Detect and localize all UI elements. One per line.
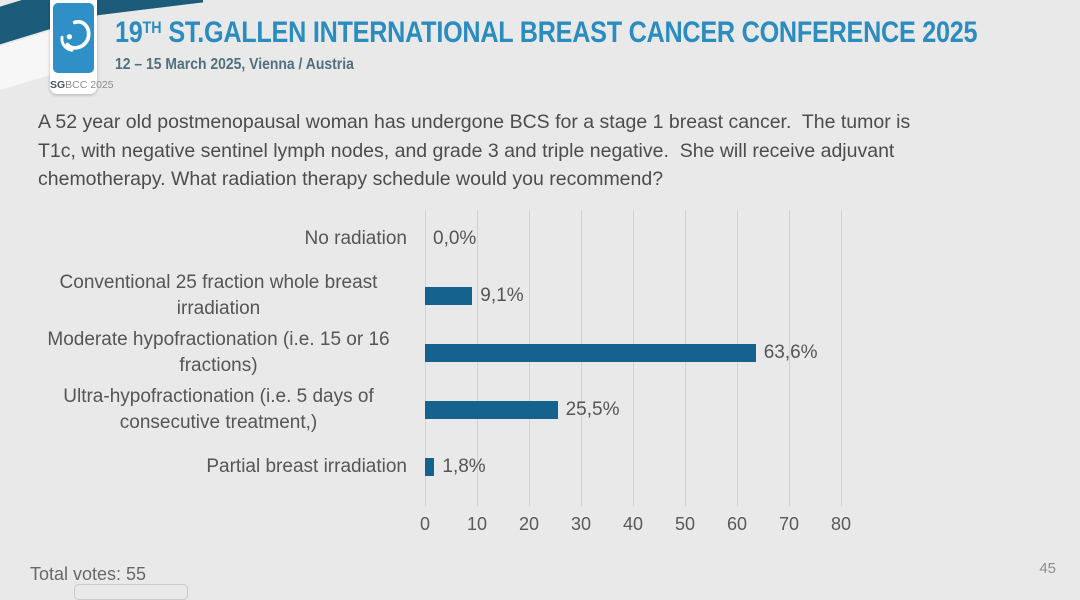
value-label: 63,6% xyxy=(763,341,818,363)
question-line: T1c, with negative sentinel lymph nodes,… xyxy=(38,139,895,162)
title-prefix: 19 xyxy=(115,16,143,49)
x-tick-label: 10 xyxy=(466,514,488,534)
x-tick-label: 70 xyxy=(778,514,800,534)
x-tick-label: 0 xyxy=(419,514,431,534)
poll-question: A 52 year old postmenopausal woman has u… xyxy=(38,108,1058,194)
breast-logo-icon xyxy=(53,3,94,73)
category-label: No radiation xyxy=(304,227,407,249)
x-tick-label: 30 xyxy=(570,514,592,534)
chart-row: No radiation 0,0% xyxy=(30,210,880,267)
gridline xyxy=(841,210,842,506)
bar-area: 9,1% xyxy=(425,285,880,307)
category-label: Conventional 25 fraction whole breast ir… xyxy=(59,271,378,319)
value-label: 0,0% xyxy=(433,227,477,249)
chart-row: Partial breast irradiation 1,8% xyxy=(30,439,880,496)
bar xyxy=(425,458,435,477)
bar-area: 63,6% xyxy=(425,342,880,364)
x-tick-label: 40 xyxy=(622,514,644,534)
poll-results-bar-chart: No radiation 0,0% Conventional 25 fraction… xyxy=(30,210,880,545)
bar xyxy=(425,286,473,305)
chart-rows: No radiation 0,0% Conventional 25 fraction… xyxy=(30,210,880,496)
slide-header: SGBCC 2025 19TH ST.GALLEN INTERNATIONAL … xyxy=(0,0,1080,100)
page-number: 45 xyxy=(1039,560,1056,577)
ribbon-decoration-right xyxy=(92,0,204,16)
bar xyxy=(425,343,756,362)
value-label: 25,5% xyxy=(565,399,620,421)
x-tick-label: 80 xyxy=(830,514,852,534)
total-votes-label: Total votes: 55 xyxy=(30,564,147,584)
title-rest: ST.GALLEN INTERNATIONAL BREAST CANCER CO… xyxy=(161,16,978,49)
votes-box-outline xyxy=(74,584,188,600)
x-tick-label: 50 xyxy=(674,514,696,534)
bar-area: 0,0% xyxy=(425,228,880,250)
logo-caption-rest: BCC 2025 xyxy=(65,79,114,91)
bar xyxy=(425,401,558,420)
question-line: A 52 year old postmenopausal woman has u… xyxy=(38,111,911,133)
conference-subtitle: 12 – 15 March 2025, Vienna / Austria xyxy=(115,56,354,73)
logo-caption: SGBCC 2025 xyxy=(50,79,114,91)
value-label: 1,8% xyxy=(442,456,486,478)
conference-title: 19TH ST.GALLEN INTERNATIONAL BREAST CANC… xyxy=(115,16,978,50)
gridline xyxy=(789,210,790,506)
question-line: chemotherapy. What radiation therapy sch… xyxy=(38,168,664,190)
bar-area: 1,8% xyxy=(425,456,880,478)
title-superscript: TH xyxy=(142,18,162,37)
x-tick-label: 20 xyxy=(518,514,540,534)
chart-row: Conventional 25 fraction whole breast ir… xyxy=(30,267,880,324)
chart-x-axis: 0 10 20 30 40 50 60 70 80 xyxy=(420,514,851,538)
chart-row: Moderate hypofractionation (i.e. 15 or 1… xyxy=(30,324,880,381)
conference-logo: SGBCC 2025 xyxy=(50,0,114,94)
category-label: Moderate hypofractionation (i.e. 15 or 1… xyxy=(47,328,390,376)
x-tick-label: 60 xyxy=(726,514,748,534)
value-label: 9,1% xyxy=(480,284,524,306)
chart-row: Ultra-hypofractionation (i.e. 5 days of … xyxy=(30,382,880,439)
category-label: Partial breast irradiation xyxy=(206,456,407,478)
category-label: Ultra-hypofractionation (i.e. 5 days of … xyxy=(63,386,374,434)
logo-caption-bold: SG xyxy=(50,79,66,91)
bar-area: 25,5% xyxy=(425,399,880,421)
